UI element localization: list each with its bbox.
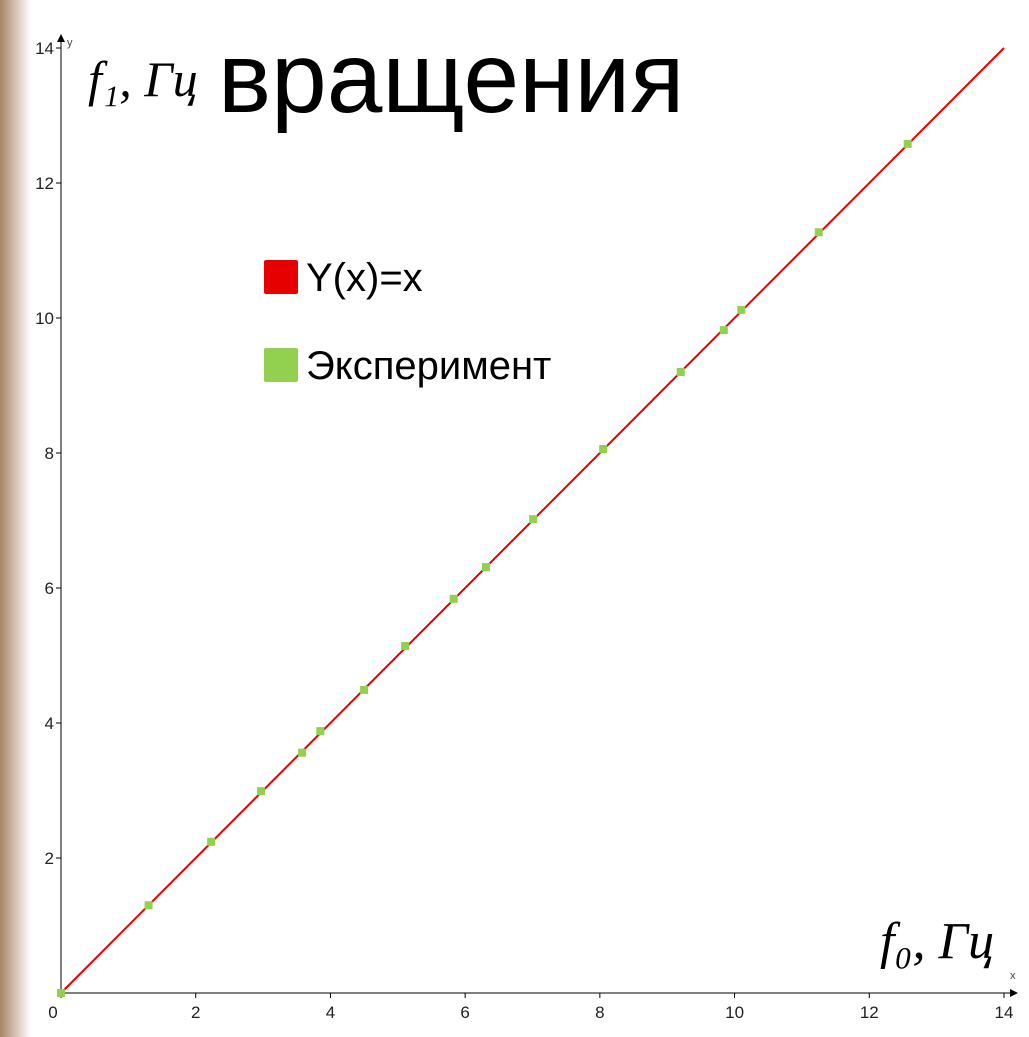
background [0, 0, 1029, 1037]
y-tick-label: 10 [35, 309, 54, 328]
y-tick-label: 6 [45, 579, 54, 598]
data-point [257, 787, 265, 795]
legend-swatch [264, 348, 298, 382]
data-point [207, 838, 215, 846]
data-point [360, 686, 368, 694]
data-point [737, 306, 745, 314]
y-axis-name: y [67, 37, 73, 49]
x-tick-label: 10 [725, 1003, 744, 1022]
x-tick-label: 14 [995, 1003, 1014, 1022]
x-tick-label: 6 [460, 1003, 469, 1022]
x-tick-label: 12 [860, 1003, 879, 1022]
legend-label: Эксперимент [306, 344, 551, 388]
x-tick-label: 8 [595, 1003, 604, 1022]
x-axis-name: x [1010, 970, 1016, 982]
chart: вращения f₁, Гц f₀, Гц x y 0 2 4 6 8 10 12 14 2 4 6 8… [0, 0, 1029, 1037]
data-point [401, 642, 409, 650]
data-point [529, 515, 537, 523]
data-point [145, 901, 153, 909]
y-axis-label: f₁, Гц [88, 51, 198, 107]
y-tick-label: 12 [35, 174, 54, 193]
y-tick-label: 4 [45, 714, 54, 733]
y-tick-label: 14 [35, 39, 54, 58]
data-point [599, 445, 607, 453]
y-tick-label: 8 [45, 444, 54, 463]
data-point [450, 595, 458, 603]
data-point [904, 140, 912, 148]
data-point [482, 563, 490, 571]
legend-swatch [264, 260, 298, 294]
chart-title: вращения [218, 22, 684, 134]
y-tick-label: 2 [45, 849, 54, 868]
x-tick-label: 4 [326, 1003, 335, 1022]
data-point [57, 989, 65, 997]
legend-label: Y(x)=x [306, 256, 423, 300]
data-point [815, 228, 823, 236]
x-tick-label: 0 [48, 1003, 57, 1022]
data-point [677, 368, 685, 376]
x-axis-label: f₀, Гц [880, 913, 994, 970]
data-point [298, 749, 306, 757]
x-tick-label: 2 [191, 1003, 200, 1022]
data-point [316, 727, 324, 735]
data-point [720, 326, 728, 334]
